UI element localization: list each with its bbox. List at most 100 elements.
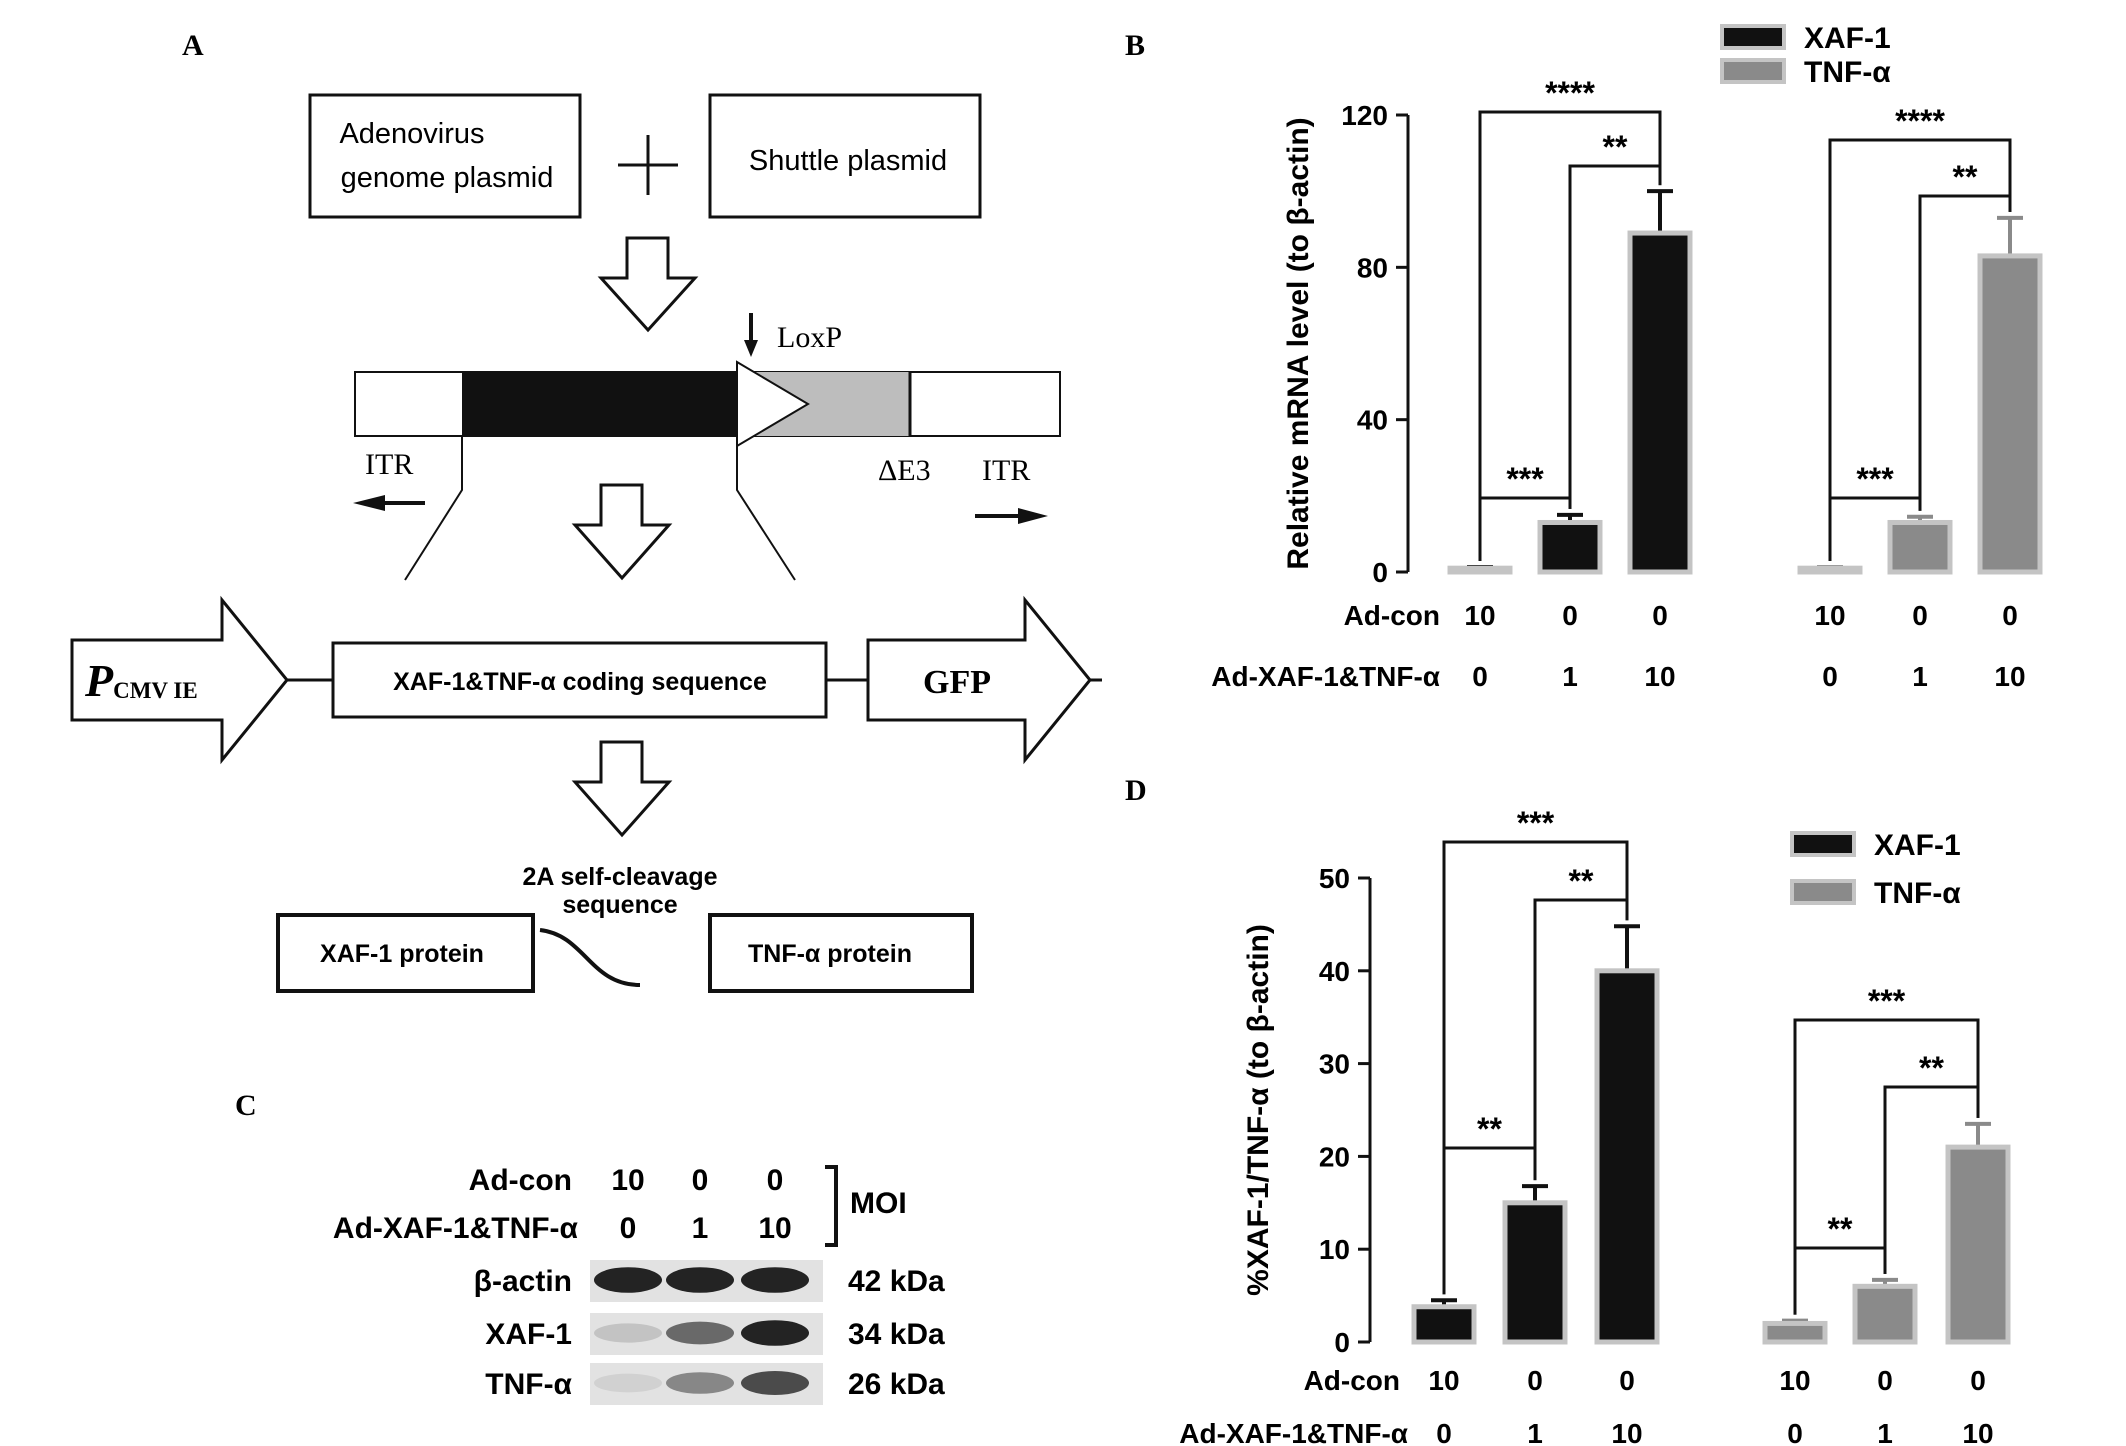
x-tick-label: 1 [1527,1418,1543,1446]
bar [1502,1200,1568,1345]
bar [1852,1283,1918,1345]
significance-bracket [1478,110,1662,562]
bar [1797,565,1863,575]
promoter-arrow [70,595,289,765]
legend-label: TNF-α [1804,56,1891,89]
delta-e3-label: ΔE3 [878,454,931,487]
blot-adcon-value: 0 [692,1164,709,1197]
x-tick-label: 10 [1779,1365,1810,1396]
x-tick-label: 10 [1962,1418,1993,1446]
panel-c-blot: Ad-con Ad-XAF-1&TNF-α 10 0 0 0 1 10 MOI β-act… [333,1164,945,1405]
adenovirus-label-2: genome plasmid [341,162,554,194]
blot-adxaf-value: 0 [620,1212,637,1245]
down-arrow-icon [597,236,699,333]
blot-size-label: 42 kDa [848,1265,945,1298]
bar [1762,1320,1828,1345]
x-tick-label: 0 [1619,1365,1635,1396]
significance-label: ** [1953,159,1978,195]
y-tick-label: 20 [1319,1141,1350,1172]
blot-band [741,1371,809,1395]
y-tick-label: 40 [1357,405,1388,436]
x-tick-label: 10 [1994,661,2025,692]
x-tick-label: 0 [1527,1365,1543,1396]
blot-adxaf-label: Ad-XAF-1&TNF-α [333,1212,579,1245]
y-tick-label: 0 [1334,1327,1350,1358]
y-axis-label: Relative mRNA level (to β-actin) [1282,117,1315,569]
y-axis-label: %XAF-1/TNF-α (to β-actin) [1242,924,1275,1296]
y-tick-label: 40 [1319,956,1350,987]
legend-swatch [1720,24,1786,50]
coding-sequence-box [331,641,828,719]
blot-adxaf-value: 1 [692,1212,709,1245]
significance-label: **** [1895,103,1945,139]
blot-size-label: 34 kDa [848,1318,945,1351]
itr-right-label: ITR [982,454,1030,487]
blot-adxaf-value: 10 [758,1212,791,1245]
significance-label: ** [1477,1111,1502,1147]
gfp-arrow [866,595,1092,765]
chart-b: Relative mRNA level (to β-actin) 0 40 80 120… [1211,22,2043,692]
significance-bracket [1793,1018,1980,1315]
significance-bracket [1828,138,2012,562]
loxp-triangle-icon [736,360,810,448]
significance-label: **** [1545,75,1595,111]
panel-label-d: D [1125,774,1147,807]
cleavage-linker [539,928,641,987]
panel-label-c: C [235,1089,257,1122]
significance-bracket [1442,840,1629,1295]
moi-bracket [825,1165,838,1247]
protein-left-box [276,913,535,993]
protein-right-box [708,913,974,993]
y-tick-label: 120 [1341,100,1388,131]
adenovirus-label-1: Adenovirus [339,118,484,150]
x-tick-label: 10 [1611,1418,1642,1446]
blot-adcon-value: 0 [767,1164,784,1197]
shuttle-label: Shuttle plasmid [749,145,947,177]
cleavage-label-1: 2A self-cleavage [522,863,717,891]
blot-band [594,1323,662,1343]
blot-size-label: 26 kDa [848,1368,945,1401]
chart-d: %XAF-1/TNF-α (to β-actin)01020304050****… [1179,805,2011,1446]
panel-label-b: B [1125,29,1145,62]
blot-band [741,1267,809,1293]
blot-band [594,1373,662,1393]
x-tick-label: 0 [1562,600,1578,631]
y-tick-label: 80 [1357,252,1388,283]
x-tick-label: 0 [1912,600,1928,631]
legend-swatch [1790,831,1856,857]
bar [1447,565,1513,575]
y-tick-label: 0 [1372,557,1388,588]
row-label-adcon: Ad-con [1344,600,1440,631]
gfp-label: GFP [923,664,991,701]
bar [1977,253,2043,575]
moi-label: MOI [850,1187,907,1220]
x-tick-label: 10 [1428,1365,1459,1396]
significance-label: *** [1868,983,1906,1019]
bar [1537,519,1603,575]
blot-adcon-label: Ad-con [469,1164,572,1197]
x-tick-label: 10 [1464,600,1495,631]
x-tick-label: 0 [1652,600,1668,631]
blot-row-label: XAF-1 [485,1318,572,1351]
row-label-adcon: Ad-con [1304,1365,1400,1396]
adenovirus-box [308,93,582,219]
blot-row-label: TNF-α [485,1368,572,1401]
coding-sequence-label: XAF-1&TNF-α coding sequence [393,668,767,696]
bar [1594,968,1660,1345]
x-tick-label: 1 [1562,661,1578,692]
x-tick-label: 10 [1644,661,1675,692]
legend-label: XAF-1 [1804,22,1891,55]
blot-band [666,1321,734,1345]
significance-label: ** [1828,1211,1853,1247]
down-arrow-icon [571,740,673,838]
y-tick-label: 30 [1319,1049,1350,1080]
x-tick-label: 0 [1877,1365,1893,1396]
significance-label: ** [1569,863,1594,899]
x-tick-label: 0 [1970,1365,1986,1396]
y-tick-label: 10 [1319,1234,1350,1265]
itr-left-label: ITR [365,448,413,481]
x-tick-label: 0 [1822,661,1838,692]
legend-swatch [1720,58,1786,84]
blot-band [666,1267,734,1293]
